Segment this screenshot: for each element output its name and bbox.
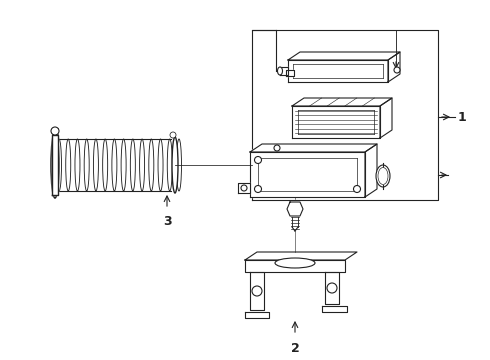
Circle shape bbox=[170, 132, 176, 138]
Polygon shape bbox=[388, 52, 400, 82]
Ellipse shape bbox=[149, 139, 154, 191]
Circle shape bbox=[327, 283, 337, 293]
Ellipse shape bbox=[51, 132, 59, 198]
Polygon shape bbox=[292, 106, 380, 138]
Polygon shape bbox=[280, 67, 288, 75]
Ellipse shape bbox=[112, 139, 117, 191]
Ellipse shape bbox=[176, 139, 181, 191]
Ellipse shape bbox=[167, 139, 172, 191]
Ellipse shape bbox=[94, 139, 98, 191]
Polygon shape bbox=[380, 98, 392, 138]
Circle shape bbox=[353, 185, 361, 193]
Ellipse shape bbox=[75, 139, 80, 191]
Circle shape bbox=[254, 157, 262, 163]
Ellipse shape bbox=[140, 139, 145, 191]
Circle shape bbox=[394, 67, 400, 73]
Polygon shape bbox=[245, 260, 345, 272]
Ellipse shape bbox=[56, 139, 62, 191]
Circle shape bbox=[241, 185, 247, 191]
Ellipse shape bbox=[121, 139, 126, 191]
Text: 3: 3 bbox=[163, 215, 172, 228]
Circle shape bbox=[252, 286, 262, 296]
Polygon shape bbox=[288, 52, 400, 60]
Polygon shape bbox=[365, 144, 377, 197]
Text: 2: 2 bbox=[291, 342, 299, 355]
Ellipse shape bbox=[376, 165, 390, 187]
Polygon shape bbox=[322, 306, 347, 312]
Ellipse shape bbox=[84, 139, 89, 191]
Ellipse shape bbox=[378, 167, 388, 185]
Polygon shape bbox=[250, 144, 377, 152]
Polygon shape bbox=[287, 202, 303, 216]
Polygon shape bbox=[250, 272, 264, 310]
Polygon shape bbox=[286, 70, 294, 76]
Polygon shape bbox=[52, 135, 58, 195]
Circle shape bbox=[51, 127, 59, 135]
Polygon shape bbox=[325, 272, 339, 304]
Ellipse shape bbox=[130, 139, 135, 191]
Polygon shape bbox=[245, 312, 269, 318]
Text: 1: 1 bbox=[458, 111, 467, 123]
Polygon shape bbox=[238, 183, 250, 193]
Circle shape bbox=[254, 185, 262, 193]
Circle shape bbox=[274, 145, 280, 151]
Ellipse shape bbox=[277, 67, 283, 75]
Ellipse shape bbox=[102, 139, 108, 191]
Ellipse shape bbox=[172, 137, 178, 193]
Polygon shape bbox=[250, 152, 365, 197]
Ellipse shape bbox=[66, 139, 71, 191]
Ellipse shape bbox=[158, 139, 163, 191]
Polygon shape bbox=[292, 98, 392, 106]
Polygon shape bbox=[245, 252, 357, 260]
Polygon shape bbox=[288, 60, 388, 82]
Ellipse shape bbox=[275, 258, 315, 268]
